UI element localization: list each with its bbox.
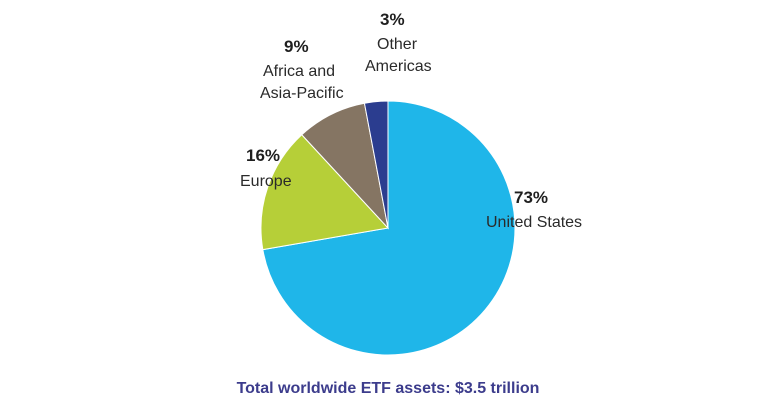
label-europe: 16% Europe xyxy=(240,146,292,190)
pie-slice-other-americas xyxy=(363,100,389,229)
slice-label-europe: Europe xyxy=(240,173,292,190)
label-africa-asia-pacific: 9% Africa and Asia-Pacific xyxy=(260,37,344,102)
slice-label-other-americas-line1: Other xyxy=(377,36,418,53)
slice-label-united-states: United States xyxy=(486,214,582,231)
pie-slices xyxy=(260,100,516,356)
pie-slice-europe xyxy=(260,134,389,251)
value-label-other-americas: 3% xyxy=(380,10,405,29)
label-other-americas: 3% Other Americas xyxy=(365,10,432,75)
value-label-africa-asia-pacific: 9% xyxy=(284,37,309,56)
pie-slice-united-states xyxy=(262,100,516,356)
chart-caption: Total worldwide ETF assets: $3.5 trillio… xyxy=(237,380,540,397)
value-label-united-states: 73% xyxy=(514,188,548,207)
slice-label-other-americas-line2: Americas xyxy=(365,58,432,75)
slice-label-africa-asia-pacific-line2: Asia-Pacific xyxy=(260,85,344,102)
value-label-europe: 16% xyxy=(246,146,280,165)
label-united-states: 73% United States xyxy=(486,188,582,231)
slice-label-africa-asia-pacific-line1: Africa and xyxy=(263,63,335,80)
